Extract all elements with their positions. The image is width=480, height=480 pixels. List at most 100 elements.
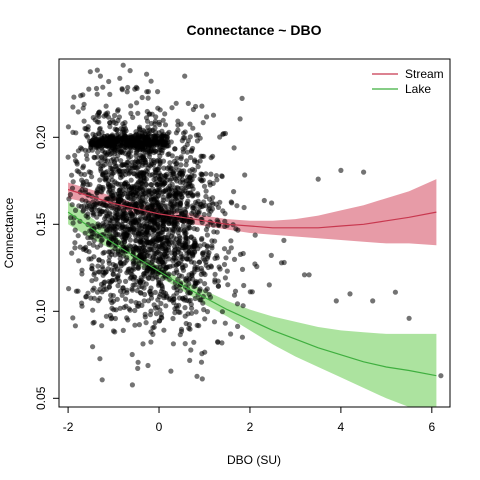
data-point — [103, 313, 109, 319]
data-point — [145, 298, 151, 304]
data-point — [156, 243, 163, 249]
data-point — [130, 265, 136, 271]
data-point — [114, 138, 121, 144]
data-point — [208, 264, 214, 270]
data-point — [127, 226, 133, 232]
data-point — [108, 169, 114, 175]
data-point — [132, 322, 138, 328]
data-point — [228, 331, 234, 337]
data-point — [101, 283, 107, 289]
data-point — [207, 294, 214, 300]
data-point — [131, 171, 137, 177]
data-point — [185, 202, 191, 208]
data-point — [97, 73, 103, 79]
data-point — [231, 256, 238, 262]
data-point — [187, 180, 193, 186]
data-point — [75, 288, 81, 294]
data-point — [118, 175, 124, 181]
data-point — [152, 289, 158, 295]
data-point — [102, 209, 108, 215]
data-point — [128, 298, 134, 304]
data-point — [175, 240, 182, 246]
data-point — [69, 202, 75, 208]
data-point — [96, 257, 102, 263]
data-point — [113, 226, 119, 232]
data-point — [109, 173, 115, 179]
data-point — [241, 282, 247, 289]
data-point — [138, 290, 144, 296]
data-point — [184, 235, 190, 241]
data-point — [128, 270, 134, 276]
data-point — [242, 172, 248, 178]
data-point — [148, 137, 154, 143]
x-tick-label: 0 — [156, 420, 163, 434]
data-point — [144, 268, 150, 274]
data-point — [101, 222, 107, 228]
data-point — [67, 192, 73, 198]
data-point — [173, 303, 180, 309]
data-point — [171, 285, 177, 291]
data-point — [91, 272, 97, 278]
data-point — [95, 221, 101, 227]
data-point — [170, 315, 176, 322]
data-point — [98, 242, 104, 248]
data-point — [240, 303, 246, 309]
data-point — [198, 177, 204, 183]
data-point — [199, 376, 205, 382]
data-point — [119, 221, 125, 228]
data-point — [239, 334, 245, 340]
legend-label-lake: Lake — [405, 82, 431, 96]
data-point — [131, 195, 138, 202]
data-point — [235, 227, 241, 233]
data-point — [97, 356, 103, 362]
data-point — [109, 177, 115, 183]
data-point — [102, 150, 108, 156]
data-point — [130, 247, 136, 253]
data-point — [225, 282, 231, 288]
data-point — [121, 239, 127, 245]
data-point — [268, 252, 274, 258]
data-point — [105, 196, 111, 202]
data-point — [93, 85, 100, 92]
data-point — [195, 164, 201, 170]
data-point — [200, 255, 206, 261]
data-point — [102, 216, 108, 222]
x-tick-label: 4 — [338, 420, 345, 434]
data-point — [85, 134, 91, 140]
data-point — [199, 103, 205, 109]
data-point — [221, 246, 228, 252]
data-point — [212, 271, 218, 277]
data-point — [178, 197, 184, 203]
data-point — [187, 134, 193, 140]
data-point — [177, 309, 183, 315]
data-point — [72, 245, 78, 251]
data-point — [148, 182, 154, 188]
data-point — [149, 247, 155, 253]
data-point — [85, 221, 91, 228]
data-point — [117, 252, 123, 258]
data-point — [163, 203, 169, 209]
data-point — [112, 112, 118, 119]
data-point — [191, 167, 198, 173]
data-point — [176, 272, 182, 279]
data-point — [135, 171, 141, 177]
data-point — [114, 266, 120, 272]
data-point — [219, 340, 225, 346]
data-point — [315, 176, 321, 182]
data-point — [179, 211, 185, 218]
data-point — [126, 155, 132, 161]
data-point — [214, 229, 220, 235]
data-point — [84, 204, 90, 210]
data-point — [123, 168, 129, 174]
data-point — [139, 94, 145, 101]
data-point — [88, 256, 94, 262]
data-point — [182, 73, 188, 79]
data-point — [110, 328, 117, 334]
data-point — [210, 222, 216, 228]
data-point — [90, 320, 96, 326]
data-point — [93, 144, 99, 150]
data-point — [103, 103, 109, 109]
data-point — [178, 280, 184, 286]
data-point — [90, 307, 96, 313]
data-point — [235, 323, 241, 329]
